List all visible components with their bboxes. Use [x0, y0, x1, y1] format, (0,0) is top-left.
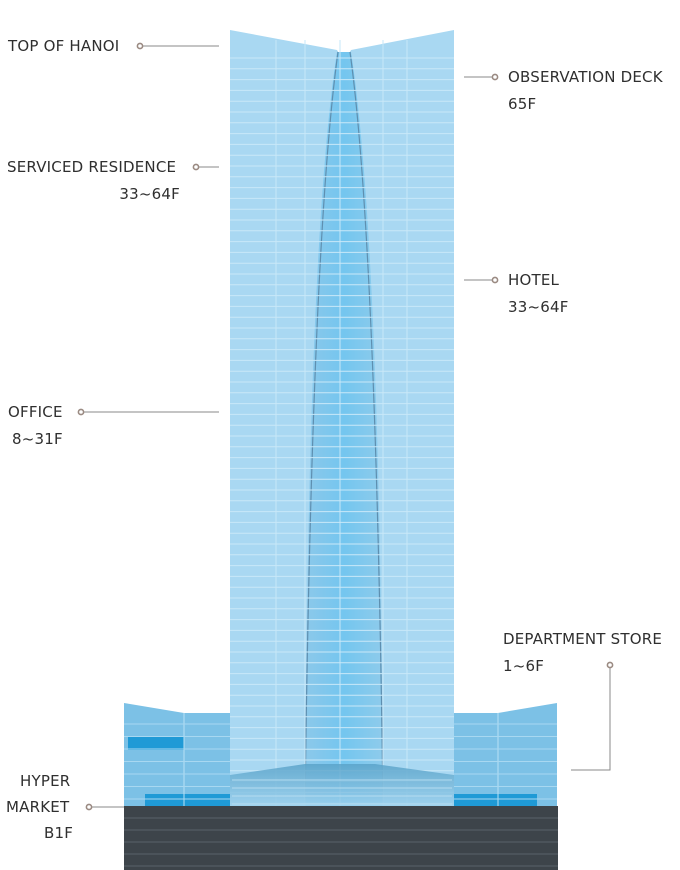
label-hyper-market-floor: B1F: [44, 824, 74, 842]
label-observation-deck: OBSERVATION DECK: [508, 68, 663, 86]
basement-base: [124, 806, 558, 870]
leader-dot-top: [136, 42, 144, 50]
label-hyper: HYPER: [20, 772, 71, 790]
tower-body: [230, 30, 454, 807]
leader-dot-residence: [192, 163, 200, 171]
leader-dot-observation: [491, 73, 499, 81]
leader-dots: [77, 42, 614, 811]
label-hotel: HOTEL: [508, 271, 560, 289]
label-office-floors: 8~31F: [12, 430, 63, 448]
label-observation-deck-floor: 65F: [508, 95, 537, 113]
podium-left: [124, 703, 230, 806]
label-serviced-residence-floors: 33~64F: [119, 185, 180, 203]
leader-dot-office: [77, 408, 85, 416]
podium-right: [454, 703, 557, 806]
label-office: OFFICE: [8, 403, 63, 421]
leader-dot-market: [85, 803, 93, 811]
leader-dot-department: [606, 661, 614, 669]
label-market: MARKET: [6, 798, 70, 816]
label-top-of-hanoi: TOP OF HANOI: [8, 37, 120, 55]
label-department-store-floors: 1~6F: [503, 657, 545, 675]
label-hotel-floors: 33~64F: [508, 298, 569, 316]
leader-dot-hotel: [491, 276, 499, 284]
label-serviced-residence: SERVICED RESIDENCE: [7, 158, 177, 176]
leader-lines: [81, 45, 611, 808]
tower-core: [305, 52, 383, 806]
label-department-store: DEPARTMENT STORE: [503, 630, 663, 648]
